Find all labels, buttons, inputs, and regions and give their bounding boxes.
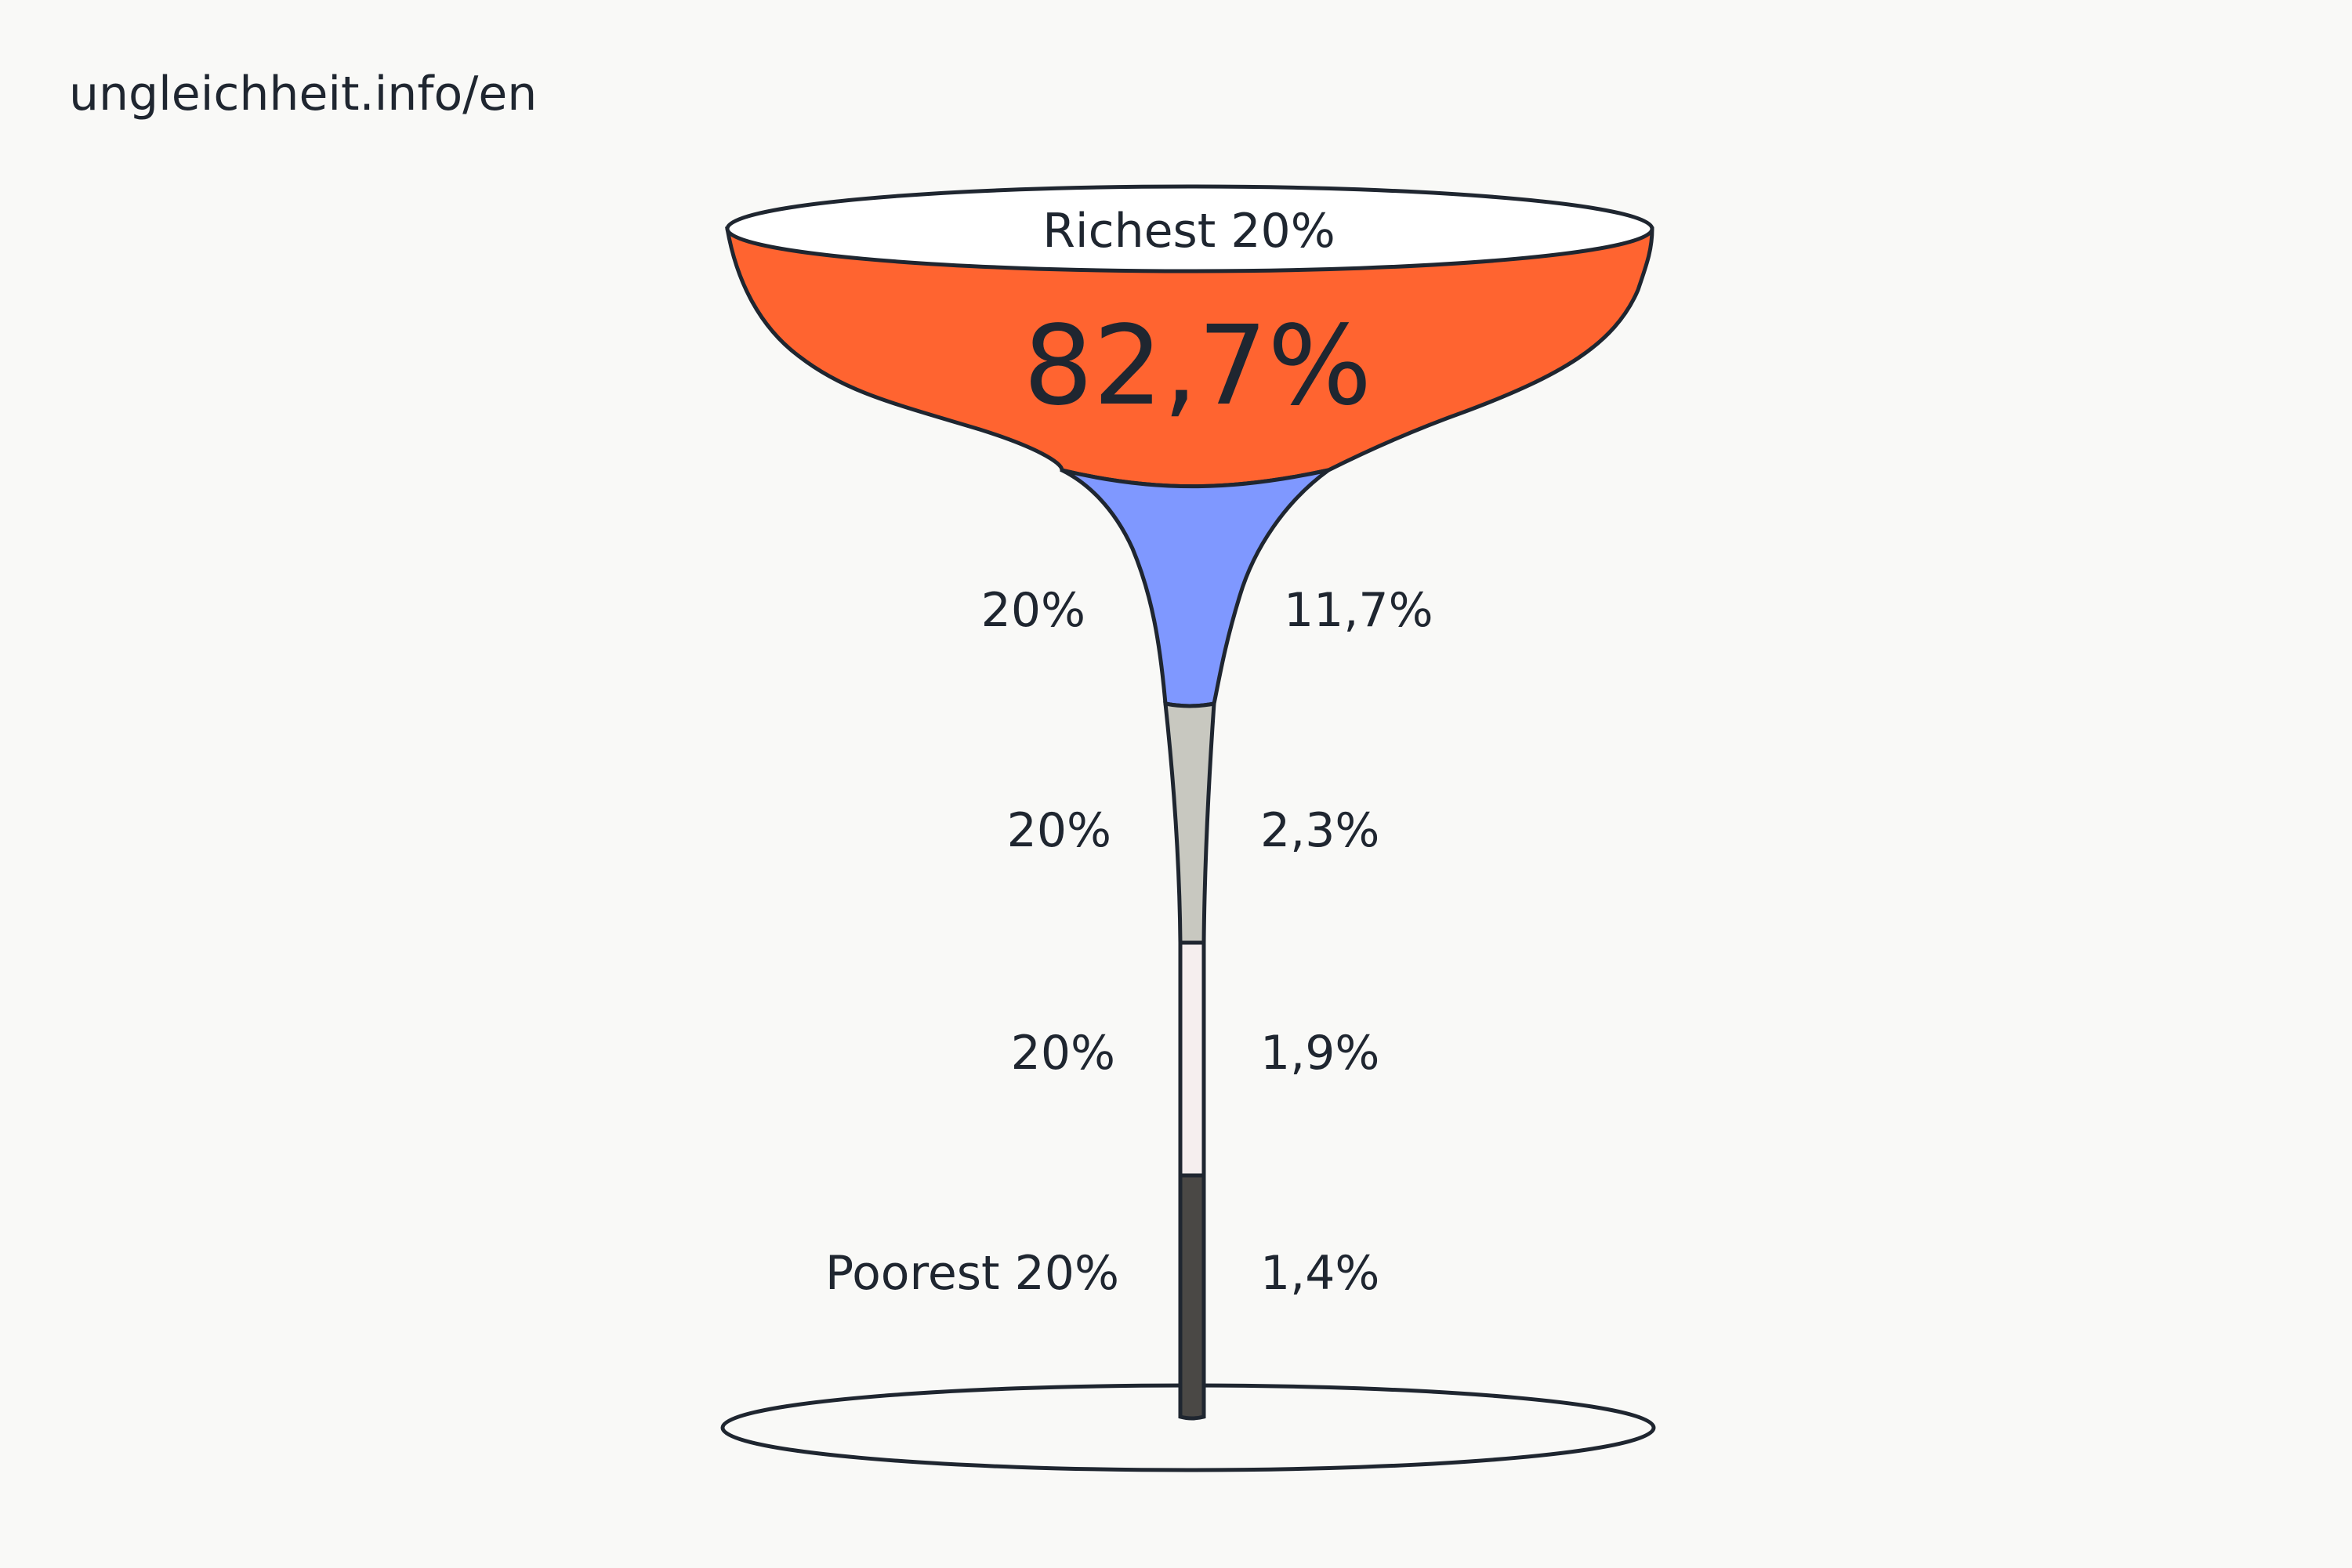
segment-poorest [1178,1173,1206,1421]
category-label-middle: 20% [1007,803,1111,858]
category-label-upper-middle: 20% [981,583,1085,638]
glass-rim [725,184,1654,273]
segment-lower-middle [1178,940,1206,1178]
segment-upper-middle [1060,468,1330,708]
segment-middle [1163,701,1216,945]
value-label-upper-middle: 11,7% [1284,583,1433,638]
value-label-poorest: 1,4% [1260,1246,1379,1301]
source-label: ungleichheit.info/en [69,67,537,121]
value-label-middle: 2,3% [1260,803,1379,858]
category-label-poorest: Poorest 20% [825,1246,1119,1301]
value-label-lower-middle: 1,9% [1260,1026,1379,1081]
category-label-richest: Richest 20% [1042,204,1335,259]
value-label-richest: 82,7% [1024,302,1372,430]
category-label-lower-middle: 20% [1011,1026,1115,1081]
